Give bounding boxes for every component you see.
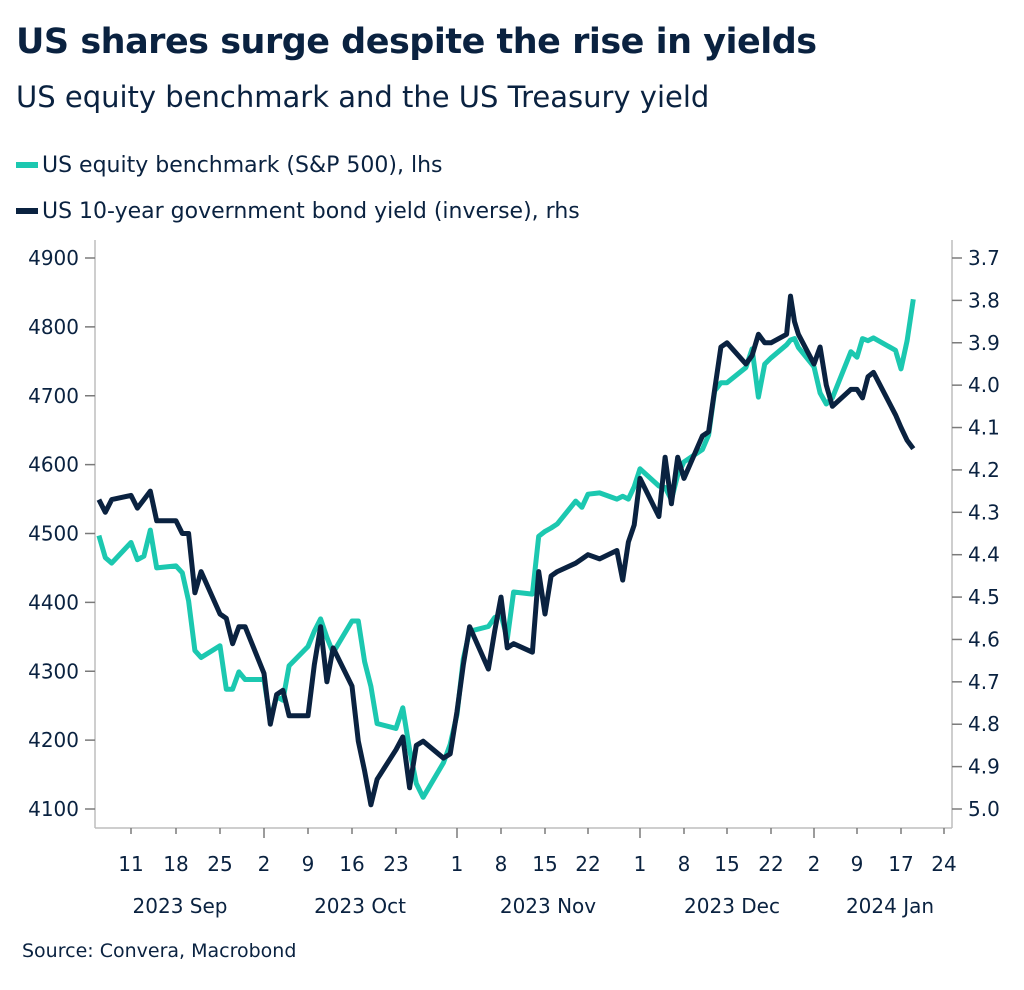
y-right-tick-label: 4.5 <box>968 585 1000 609</box>
y-left-tick-label: 4700 <box>28 384 79 408</box>
x-tick-label: 8 <box>678 852 691 876</box>
x-tick-label: 17 <box>888 852 913 876</box>
legend-label-sp500: US equity benchmark (S&P 500), lhs <box>42 152 443 178</box>
y-left-tick-label: 4900 <box>28 246 79 270</box>
x-tick-label: 2 <box>258 852 271 876</box>
x-tick-label: 2 <box>808 852 821 876</box>
chart-title: US shares surge despite the rise in yiel… <box>16 22 817 62</box>
x-tick-label: 15 <box>714 852 739 876</box>
x-tick-label: 22 <box>758 852 783 876</box>
y-right-tick-label: 4.3 <box>968 500 1000 524</box>
x-month-label: 2023 Nov <box>500 894 596 918</box>
x-tick-label: 9 <box>851 852 864 876</box>
y-right-tick-label: 3.7 <box>968 246 1000 270</box>
y-right-tick-label: 4.6 <box>968 627 1000 651</box>
y-right-tick-label: 4.0 <box>968 373 1000 397</box>
y-right-tick-label: 4.9 <box>968 755 1000 779</box>
y-left-tick-label: 4100 <box>28 797 79 821</box>
y-right-tick-label: 4.8 <box>968 712 1000 736</box>
x-tick-label: 1 <box>634 852 647 876</box>
y-left-tick-label: 4300 <box>28 659 79 683</box>
y-right-tick-label: 5.0 <box>968 797 1000 821</box>
legend-label-yield: US 10-year government bond yield (invers… <box>42 198 580 224</box>
y-left-tick-label: 4500 <box>28 522 79 546</box>
legend-swatch-yield <box>16 208 38 214</box>
yield-line <box>96 293 916 808</box>
legend-item-yield: US 10-year government bond yield (invers… <box>16 188 580 234</box>
x-tick-label: 24 <box>931 852 956 876</box>
x-month-label: 2024 Jan <box>846 894 934 918</box>
x-month-label: 2023 Dec <box>684 894 780 918</box>
x-tick-label: 18 <box>163 852 188 876</box>
y-right-tick-label: 3.9 <box>968 331 1000 355</box>
y-left-tick-label: 4200 <box>28 728 79 752</box>
x-tick-label: 25 <box>207 852 232 876</box>
y-left-tick-label: 4600 <box>28 453 79 477</box>
sp500-line <box>96 298 916 800</box>
x-tick-label: 11 <box>118 852 143 876</box>
x-month-label: 2023 Oct <box>314 894 406 918</box>
y-right-tick-label: 4.1 <box>968 416 1000 440</box>
x-tick-label: 22 <box>575 852 600 876</box>
y-right-tick-label: 3.8 <box>968 288 1000 312</box>
y-left-tick-label: 4800 <box>28 315 79 339</box>
x-tick-label: 8 <box>495 852 508 876</box>
source-note: Source: Convera, Macrobond <box>22 940 297 962</box>
x-tick-label: 1 <box>451 852 464 876</box>
y-right-tick-label: 4.7 <box>968 670 1000 694</box>
legend-swatch-sp500 <box>16 162 38 168</box>
chart-subtitle: US equity benchmark and the US Treasury … <box>16 80 710 114</box>
y-right-tick-label: 4.4 <box>968 543 1000 567</box>
x-tick-label: 16 <box>339 852 364 876</box>
legend: US equity benchmark (S&P 500), lhs US 10… <box>16 142 580 234</box>
x-tick-label: 9 <box>302 852 315 876</box>
x-tick-label: 15 <box>532 852 557 876</box>
legend-item-sp500: US equity benchmark (S&P 500), lhs <box>16 142 580 188</box>
x-month-label: 2023 Sep <box>133 894 228 918</box>
y-right-tick-label: 4.2 <box>968 458 1000 482</box>
x-tick-label: 23 <box>383 852 408 876</box>
y-left-tick-label: 4400 <box>28 590 79 614</box>
